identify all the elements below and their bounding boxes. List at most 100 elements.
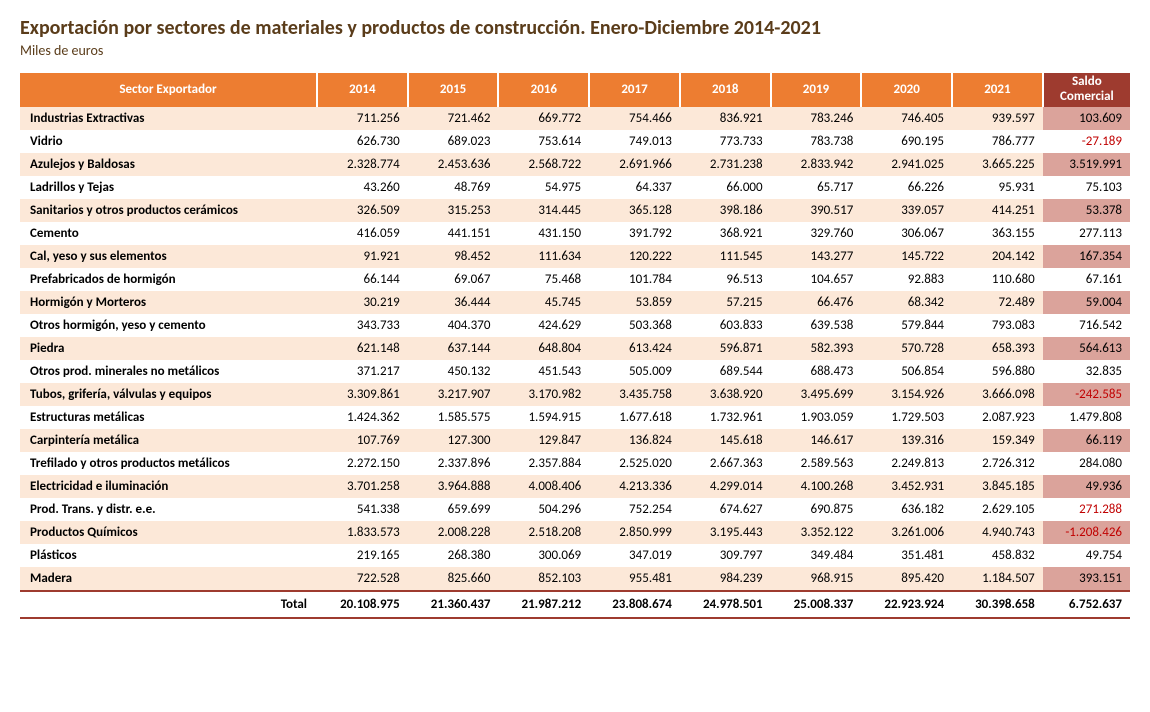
value-cell: 75.468 xyxy=(498,268,589,291)
saldo-cell: 167.354 xyxy=(1043,245,1130,268)
value-cell: 416.059 xyxy=(317,222,408,245)
table-row: Cemento416.059441.151431.150391.792368.9… xyxy=(20,222,1130,245)
value-cell: 3.964.888 xyxy=(408,475,499,498)
value-cell: 54.975 xyxy=(498,176,589,199)
total-cell: 25.008.337 xyxy=(771,591,862,618)
value-cell: 2.667.363 xyxy=(680,452,771,475)
value-cell: 2.629.105 xyxy=(952,498,1043,521)
saldo-cell: -1.208.426 xyxy=(1043,521,1130,544)
saldo-cell: 564.613 xyxy=(1043,337,1130,360)
value-cell: 939.597 xyxy=(952,107,1043,130)
value-cell: 300.069 xyxy=(498,544,589,567)
value-cell: 95.931 xyxy=(952,176,1043,199)
value-cell: 582.393 xyxy=(771,337,862,360)
value-cell: 127.300 xyxy=(408,429,499,452)
value-cell: 621.148 xyxy=(317,337,408,360)
total-row: Total 20.108.975 21.360.437 21.987.212 2… xyxy=(20,591,1130,618)
value-cell: 596.871 xyxy=(680,337,771,360)
table-row: Tubos, grifería, válvulas y equipos3.309… xyxy=(20,383,1130,406)
table-row: Ladrillos y Tejas43.26048.76954.97564.33… xyxy=(20,176,1130,199)
value-cell: 2.726.312 xyxy=(952,452,1043,475)
saldo-cell: 67.161 xyxy=(1043,268,1130,291)
value-cell: 4.008.406 xyxy=(498,475,589,498)
table-row: Carpintería metálica107.769127.300129.84… xyxy=(20,429,1130,452)
value-cell: 674.627 xyxy=(680,498,771,521)
value-cell: 2.589.563 xyxy=(771,452,862,475)
value-cell: 603.833 xyxy=(680,314,771,337)
table-row: Sanitarios y otros productos cerámicos32… xyxy=(20,199,1130,222)
value-cell: 4.299.014 xyxy=(680,475,771,498)
value-cell: 852.103 xyxy=(498,567,589,591)
value-cell: 2.087.923 xyxy=(952,406,1043,429)
total-cell: 24.978.501 xyxy=(680,591,771,618)
value-cell: 3.170.982 xyxy=(498,383,589,406)
value-cell: 110.680 xyxy=(952,268,1043,291)
total-cell: 23.808.674 xyxy=(589,591,680,618)
saldo-cell: 716.542 xyxy=(1043,314,1130,337)
total-cell: 20.108.975 xyxy=(317,591,408,618)
saldo-cell: 53.378 xyxy=(1043,199,1130,222)
value-cell: 504.296 xyxy=(498,498,589,521)
value-cell: 3.261.006 xyxy=(861,521,952,544)
total-cell: 22.923.924 xyxy=(861,591,952,618)
header-saldo: Saldo Comercial xyxy=(1043,73,1130,107)
header-year: 2014 xyxy=(317,73,408,107)
value-cell: 36.444 xyxy=(408,291,499,314)
value-cell: 2.453.636 xyxy=(408,153,499,176)
value-cell: 365.128 xyxy=(589,199,680,222)
value-cell: 2.568.722 xyxy=(498,153,589,176)
value-cell: 339.057 xyxy=(861,199,952,222)
value-cell: 3.666.098 xyxy=(952,383,1043,406)
sector-cell: Hormigón y Morteros xyxy=(20,291,317,314)
value-cell: 343.733 xyxy=(317,314,408,337)
table-row: Plásticos219.165268.380300.069347.019309… xyxy=(20,544,1130,567)
value-cell: 2.249.813 xyxy=(861,452,952,475)
header-sector: Sector Exportador xyxy=(20,73,317,107)
value-cell: 30.219 xyxy=(317,291,408,314)
saldo-cell: 49.754 xyxy=(1043,544,1130,567)
value-cell: 145.618 xyxy=(680,429,771,452)
value-cell: 2.272.150 xyxy=(317,452,408,475)
value-cell: 398.186 xyxy=(680,199,771,222)
table-row: Estructuras metálicas1.424.3621.585.5751… xyxy=(20,406,1130,429)
value-cell: 441.151 xyxy=(408,222,499,245)
value-cell: 326.509 xyxy=(317,199,408,222)
value-cell: 45.745 xyxy=(498,291,589,314)
total-cell: 21.360.437 xyxy=(408,591,499,618)
header-year: 2015 xyxy=(408,73,499,107)
sector-cell: Sanitarios y otros productos cerámicos xyxy=(20,199,317,222)
value-cell: 2.691.966 xyxy=(589,153,680,176)
sector-cell: Vidrio xyxy=(20,130,317,153)
table-row: Vidrio626.730689.023753.614749.013773.73… xyxy=(20,130,1130,153)
value-cell: 3.195.443 xyxy=(680,521,771,544)
sector-cell: Estructuras metálicas xyxy=(20,406,317,429)
value-cell: 48.769 xyxy=(408,176,499,199)
sector-cell: Cemento xyxy=(20,222,317,245)
value-cell: 68.342 xyxy=(861,291,952,314)
value-cell: 2.357.884 xyxy=(498,452,589,475)
value-cell: 3.452.931 xyxy=(861,475,952,498)
saldo-cell: -242.585 xyxy=(1043,383,1130,406)
value-cell: 4.100.268 xyxy=(771,475,862,498)
value-cell: 506.854 xyxy=(861,360,952,383)
value-cell: 57.215 xyxy=(680,291,771,314)
value-cell: 754.466 xyxy=(589,107,680,130)
table-row: Cal, yeso y sus elementos91.92198.452111… xyxy=(20,245,1130,268)
value-cell: 1.594.915 xyxy=(498,406,589,429)
total-saldo: 6.752.637 xyxy=(1043,591,1130,618)
saldo-cell: 75.103 xyxy=(1043,176,1130,199)
header-year: 2017 xyxy=(589,73,680,107)
value-cell: 347.019 xyxy=(589,544,680,567)
sector-cell: Tubos, grifería, válvulas y equipos xyxy=(20,383,317,406)
value-cell: 306.067 xyxy=(861,222,952,245)
saldo-cell: -27.189 xyxy=(1043,130,1130,153)
value-cell: 3.701.258 xyxy=(317,475,408,498)
saldo-cell: 66.119 xyxy=(1043,429,1130,452)
value-cell: 404.370 xyxy=(408,314,499,337)
saldo-cell: 103.609 xyxy=(1043,107,1130,130)
table-row: Industrias Extractivas711.256721.462669.… xyxy=(20,107,1130,130)
value-cell: 204.142 xyxy=(952,245,1043,268)
value-cell: 111.634 xyxy=(498,245,589,268)
value-cell: 689.544 xyxy=(680,360,771,383)
value-cell: 579.844 xyxy=(861,314,952,337)
